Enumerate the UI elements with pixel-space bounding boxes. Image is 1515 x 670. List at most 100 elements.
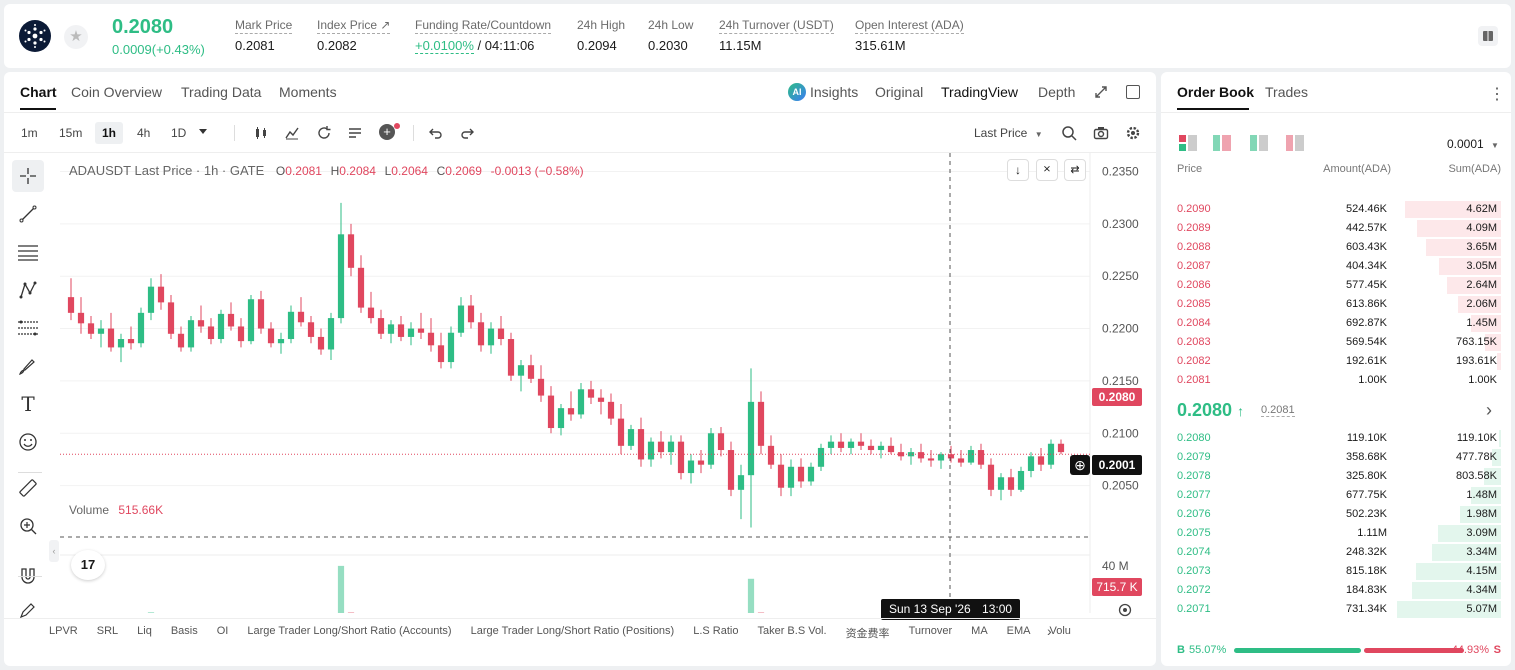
order-sum: 3.34M [1466,546,1497,558]
price-chart[interactable]: 0.2350 0.2300 0.2250 0.2200 0.2150 0.2100 0.20… [60,153,1150,613]
order-book-row[interactable]: 0.2072 184.83K 4.34M [1161,581,1511,600]
swap-icon[interactable]: ⇄ [1064,159,1086,181]
pattern-tool-icon[interactable] [12,274,44,306]
indicator-item[interactable]: Taker B.S Vol. [757,625,827,637]
stat-index-price[interactable]: Index Price ↗ 0.2082 [317,18,391,53]
indicator-item[interactable]: MA [971,625,988,637]
order-book-row[interactable]: 0.2086 577.45K 2.64M [1161,276,1511,295]
order-book-row[interactable]: 0.2076 502.23K 1.98M [1161,505,1511,524]
ruler-tool-icon[interactable] [12,472,44,504]
template-icon[interactable] [347,125,363,146]
divider-2 [4,152,1156,153]
indicator-item[interactable]: 资金费率 [845,628,890,640]
tab-coin-overview[interactable]: Coin Overview [71,84,163,100]
candle-type-icon[interactable] [253,125,269,146]
order-book-row[interactable]: 0.2081 1.00K 1.00K [1161,371,1511,390]
emoji-tool-icon[interactable] [12,426,44,458]
fib-tool-icon[interactable] [12,312,44,344]
horizontal-lines-tool-icon[interactable] [12,236,44,268]
indicator-item[interactable]: Turnover [908,625,953,637]
order-book-row[interactable]: 0.2075 1.11M 3.09M [1161,524,1511,543]
order-book-row[interactable]: 0.2088 603.43K 3.65M [1161,238,1511,257]
candle-body [297,311,305,323]
price-type-select[interactable]: Last Price ▼ [974,126,1043,140]
search-icon[interactable] [1061,125,1077,146]
order-book-row[interactable]: 0.2087 404.34K 3.05M [1161,257,1511,276]
redo-icon[interactable] [459,125,475,146]
view-original[interactable]: Original [875,84,924,100]
collapse-icon[interactable]: ⨯ [1036,159,1058,181]
tab-chart[interactable]: Chart [20,84,57,100]
order-sum: 1.48M [1466,489,1497,501]
add-plus-icon[interactable]: + [379,124,395,140]
indicator-next-icon[interactable]: › [1047,623,1052,639]
trend-line-tool-icon[interactable] [12,198,44,230]
view-both-icon[interactable] [1179,135,1197,156]
window-icon[interactable] [1126,85,1140,99]
settings-gear-icon[interactable] [1125,125,1141,146]
indicator-item[interactable]: Liq [137,625,152,637]
view-asks-icon[interactable] [1286,135,1304,156]
text-tool-icon[interactable]: T [21,392,35,416]
order-book-row[interactable]: 0.2083 569.54K 763.15K [1161,333,1511,352]
reset-axis-icon[interactable] [1117,602,1133,623]
magnet-tool-icon[interactable] [12,560,44,592]
indicator-item[interactable]: EMA [1006,625,1031,637]
pencil-lock-tool-icon[interactable] [12,594,44,626]
book-icon[interactable] [1478,26,1498,46]
timeframe-4h[interactable]: 4h [137,126,151,140]
collapse-toolbar-handle[interactable]: ‹ [49,540,59,562]
order-book-row[interactable]: 0.2085 613.86K 2.06M [1161,295,1511,314]
scroll-down-icon[interactable]: ↓ [1007,159,1029,181]
precision-select[interactable]: 0.0001 ▼ [1447,137,1499,151]
crosshair-add-icon[interactable]: ⊕ [1070,455,1090,475]
zoom-in-tool-icon[interactable] [12,510,44,542]
brush-tool-icon[interactable] [12,350,44,382]
expand-icon[interactable] [1093,84,1109,105]
crosshair-tool-icon[interactable] [12,160,44,192]
indicator-item[interactable]: L.S Ratio [693,625,739,637]
indicators-icon[interactable] [284,125,300,146]
indicator-item[interactable]: LPVR [49,625,78,637]
candle-body [787,466,795,488]
order-book-row[interactable]: 0.2073 815.18K 4.15M [1161,562,1511,581]
view-insights[interactable]: Insights [810,84,859,100]
order-book-row[interactable]: 0.2082 192.61K 193.61K [1161,352,1511,371]
view-split-icon[interactable] [1213,135,1231,156]
tab-trading-data[interactable]: Trading Data [181,84,262,100]
indicator-item[interactable]: Basis [170,625,198,637]
order-book-row[interactable]: 0.2084 692.87K 1.45M [1161,314,1511,333]
order-book-row[interactable]: 0.2079 358.68K 477.78K [1161,448,1511,467]
timeframe-dropdown-icon[interactable] [199,129,207,134]
order-book-row[interactable]: 0.2071 731.34K 5.07M [1161,600,1511,619]
replay-icon[interactable] [316,125,332,146]
order-book-row[interactable]: 0.2080 119.10K 119.10K [1161,429,1511,448]
favorite-star-icon[interactable]: ★ [64,25,88,49]
order-book-row[interactable]: 0.2074 248.32K 3.34M [1161,543,1511,562]
view-tradingview[interactable]: TradingView [941,84,1019,100]
view-bids-icon[interactable] [1250,135,1268,156]
depth-bar [1496,353,1501,370]
more-menu-icon[interactable]: ⋮ [1489,86,1505,103]
timeframe-15m[interactable]: 15m [59,126,83,140]
indicator-item[interactable]: Large Trader Long/Short Ratio (Accounts) [247,625,452,637]
tab-order-book[interactable]: Order Book [1177,84,1255,100]
indicator-item[interactable]: SRL [96,625,119,637]
timeframe-1d[interactable]: 1D [171,126,187,140]
order-book-row[interactable]: 0.2089 442.57K 4.09M [1161,219,1511,238]
tab-moments[interactable]: Moments [279,84,337,100]
view-depth[interactable]: Depth [1038,84,1076,100]
undo-icon[interactable] [428,125,444,146]
camera-icon[interactable] [1093,125,1109,146]
indicator-item[interactable]: OI [216,625,229,637]
order-book-row[interactable]: 0.2090 524.46K 4.62M [1161,200,1511,219]
order-price: 0.2076 [1177,508,1211,520]
tab-trades[interactable]: Trades [1265,84,1309,100]
indicator-item[interactable]: Large Trader Long/Short Ratio (Positions… [470,625,675,637]
timeframe-1h[interactable]: 1h [95,122,124,144]
timeframe-1m[interactable]: 1m [21,126,38,140]
order-book-row[interactable]: 0.2078 325.80K 803.58K [1161,467,1511,486]
order-book-row[interactable]: 0.2077 677.75K 1.48M [1161,486,1511,505]
chevron-right-icon[interactable]: › [1486,400,1492,420]
indicator-item[interactable]: Volu [1049,625,1071,637]
